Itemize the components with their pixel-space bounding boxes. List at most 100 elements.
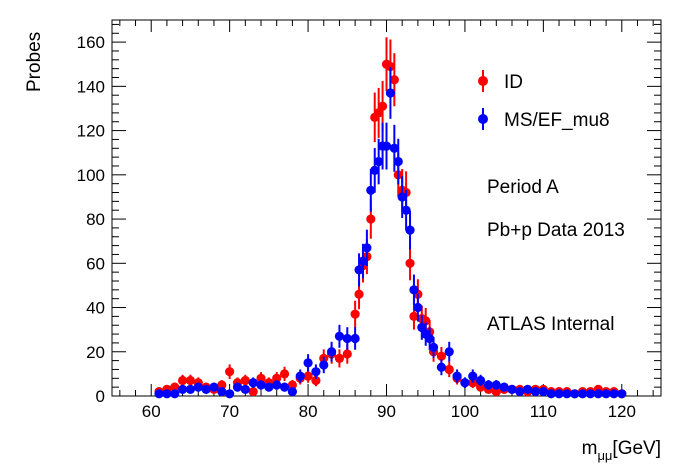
annotation-dataset: Pb+p Data 2013: [487, 220, 625, 241]
data-point: [303, 371, 313, 381]
data-point: [209, 382, 219, 392]
data-point: [248, 386, 258, 397]
y-tick-label: 100: [77, 166, 105, 185]
data-point: [177, 384, 188, 394]
data-point: [319, 360, 329, 370]
data-point: [401, 205, 411, 215]
data-point: [538, 386, 548, 397]
data-point: [476, 382, 486, 392]
data-point: [354, 289, 364, 299]
data-point: [530, 386, 541, 397]
data-point: [366, 185, 376, 195]
data-point: [374, 156, 384, 167]
data-point: [609, 389, 619, 399]
x-axis-title: mμμ[GeV]: [582, 438, 661, 463]
y-tick-label: 140: [77, 77, 105, 96]
data-point: [342, 349, 352, 359]
data-point: [389, 143, 399, 153]
data-point: [185, 384, 196, 394]
data-point: [240, 384, 250, 394]
annotation-period: Period A: [487, 177, 559, 198]
data-point: [185, 375, 196, 386]
data-point: [428, 342, 439, 352]
data-point: [272, 373, 282, 383]
data-point: [483, 380, 494, 390]
data-point: [601, 389, 611, 399]
y-tick-label: 160: [77, 33, 105, 52]
data-point: [381, 141, 392, 151]
data-point: [570, 389, 580, 399]
data-point: [385, 88, 396, 98]
data-point: [476, 375, 486, 386]
data-point: [507, 384, 517, 394]
x-axis-title-sub: μμ: [597, 448, 612, 463]
data-point: [421, 316, 431, 326]
y-tick-label: 40: [86, 299, 105, 318]
data-point: [154, 389, 164, 399]
data-point: [460, 378, 470, 388]
data-point: [342, 333, 352, 344]
legend-label: ID: [504, 72, 523, 93]
data-point: [452, 371, 462, 381]
data-point: [311, 375, 321, 386]
x-tick-label: 80: [299, 402, 318, 421]
data-point: [170, 382, 180, 392]
data-point: [264, 382, 274, 392]
x-tick-label: 60: [142, 402, 161, 421]
y-tick-label: 120: [77, 122, 105, 141]
data-point: [303, 358, 313, 368]
data-point: [256, 380, 266, 390]
data-point: [385, 61, 396, 72]
data-point: [425, 333, 435, 344]
y-tick-label: 60: [86, 254, 105, 273]
data-point: [217, 386, 227, 397]
data-point: [217, 380, 227, 390]
data-point: [593, 389, 603, 399]
data-point: [311, 367, 321, 377]
data-point: [279, 369, 290, 379]
data-point: [248, 378, 258, 388]
data-point: [468, 371, 478, 381]
data-point: [585, 389, 596, 399]
x-tick-label: 100: [451, 402, 479, 421]
data-point: [162, 389, 172, 399]
legend: ID MS/EF_mu8: [478, 70, 610, 131]
data-point: [201, 384, 211, 394]
series-ms-ef-mu8: [154, 67, 627, 399]
data-point: [499, 382, 509, 392]
data-point: [350, 333, 360, 344]
x-tick-label: 90: [377, 402, 396, 421]
x-tick-label: 110: [530, 402, 557, 421]
data-point: [436, 351, 446, 361]
data-point: [327, 347, 337, 357]
data-point: [170, 389, 180, 399]
legend-marker: [478, 76, 488, 86]
data-point: [225, 367, 235, 377]
data-point: [272, 380, 282, 390]
series-layer: [154, 37, 627, 399]
axis-ticks: [112, 20, 661, 397]
data-point: [397, 192, 407, 202]
data-point: [358, 256, 368, 266]
data-point: [523, 384, 533, 394]
data-point: [362, 243, 372, 253]
legend-marker: [478, 114, 488, 124]
data-point: [279, 382, 290, 392]
legend-label: MS/EF_mu8: [504, 110, 610, 131]
data-point: [177, 375, 188, 386]
data-point: [193, 382, 203, 392]
data-point: [366, 214, 376, 224]
x-axis-title-main: m: [582, 438, 598, 459]
data-point: [287, 380, 297, 390]
data-point: [334, 331, 345, 341]
data-point: [409, 311, 419, 321]
data-point: [232, 382, 243, 392]
data-point: [389, 75, 399, 85]
data-point: [417, 322, 427, 333]
data-point: [444, 347, 454, 357]
data-point: [554, 389, 564, 399]
data-point: [393, 156, 403, 167]
data-point: [295, 371, 305, 381]
data-point: [256, 373, 266, 383]
